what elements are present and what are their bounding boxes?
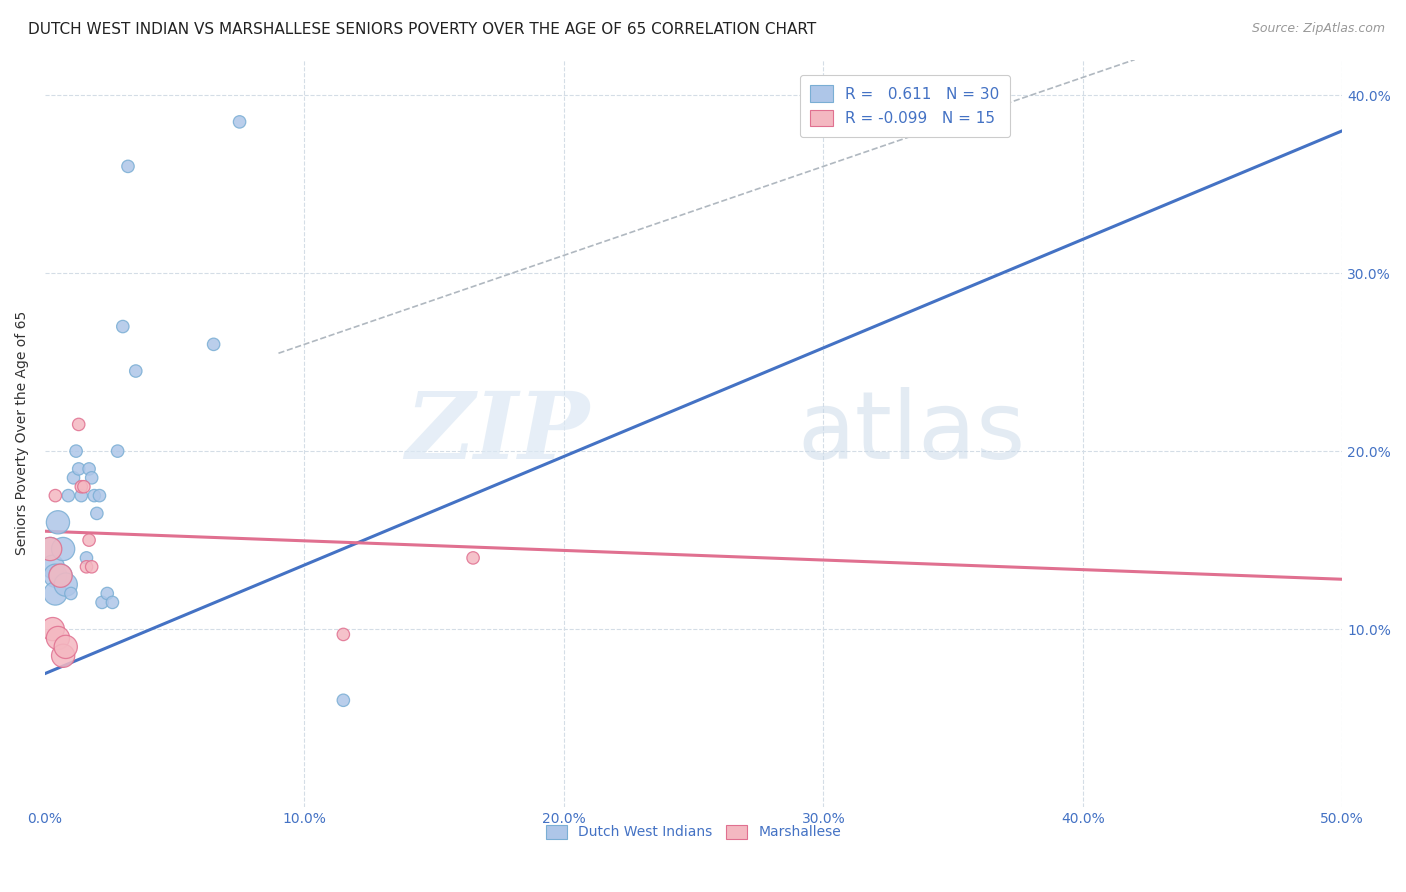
Point — [59, 586, 82, 600]
Point — [125, 364, 148, 378]
Point — [202, 337, 225, 351]
Text: atlas: atlas — [797, 387, 1025, 479]
Point — [52, 648, 75, 663]
Point — [39, 541, 62, 556]
Point — [76, 550, 98, 565]
Point — [58, 489, 80, 503]
Point — [49, 568, 72, 582]
Point — [86, 507, 108, 521]
Point — [70, 489, 93, 503]
Point — [44, 568, 66, 582]
Point — [77, 533, 100, 548]
Point — [96, 586, 118, 600]
Point — [80, 559, 103, 574]
Point — [80, 471, 103, 485]
Point — [91, 595, 114, 609]
Point — [77, 462, 100, 476]
Point — [67, 417, 90, 432]
Point — [55, 640, 77, 654]
Point — [117, 160, 139, 174]
Point — [107, 444, 129, 458]
Point — [70, 480, 93, 494]
Point — [228, 115, 250, 129]
Y-axis label: Seniors Poverty Over the Age of 65: Seniors Poverty Over the Age of 65 — [15, 311, 30, 556]
Point — [52, 541, 75, 556]
Point — [62, 471, 84, 485]
Point — [55, 577, 77, 591]
Point — [49, 568, 72, 582]
Point — [44, 489, 66, 503]
Text: DUTCH WEST INDIAN VS MARSHALLESE SENIORS POVERTY OVER THE AGE OF 65 CORRELATION : DUTCH WEST INDIAN VS MARSHALLESE SENIORS… — [28, 22, 817, 37]
Point — [83, 489, 105, 503]
Point — [65, 444, 87, 458]
Point — [76, 559, 98, 574]
Legend: Dutch West Indians, Marshallese: Dutch West Indians, Marshallese — [541, 819, 846, 845]
Point — [42, 559, 65, 574]
Point — [46, 516, 69, 530]
Text: ZIP: ZIP — [405, 388, 591, 478]
Point — [461, 550, 484, 565]
Point — [332, 693, 354, 707]
Point — [67, 462, 90, 476]
Point — [101, 595, 124, 609]
Point — [111, 319, 134, 334]
Point — [46, 631, 69, 645]
Point — [39, 541, 62, 556]
Point — [73, 480, 96, 494]
Point — [89, 489, 111, 503]
Point — [332, 627, 354, 641]
Text: Source: ZipAtlas.com: Source: ZipAtlas.com — [1251, 22, 1385, 36]
Point — [42, 622, 65, 636]
Point — [44, 586, 66, 600]
